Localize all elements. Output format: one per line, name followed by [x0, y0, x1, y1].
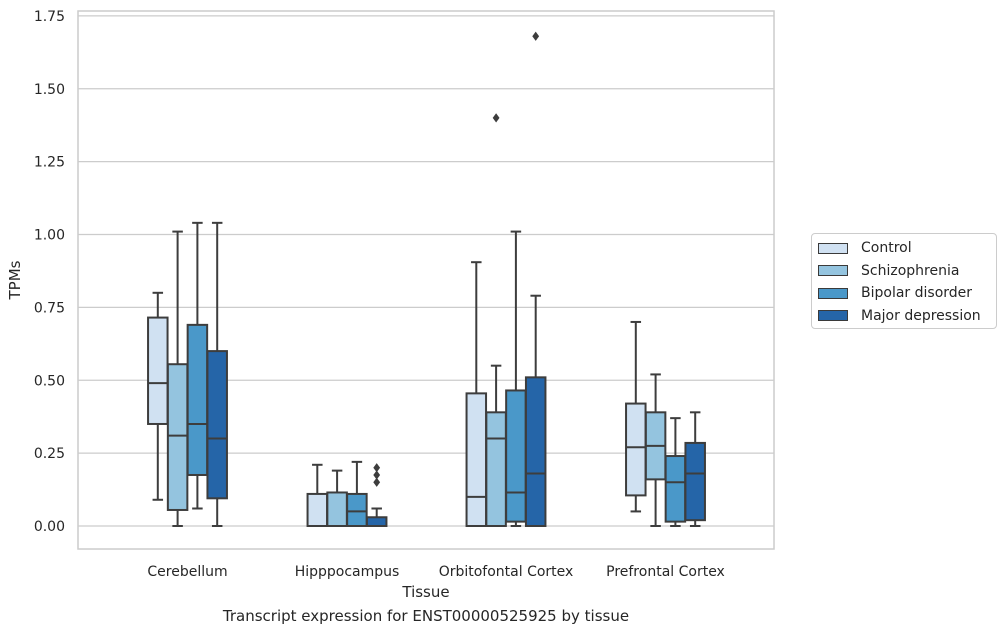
legend-swatch	[818, 242, 848, 254]
box-control	[625, 320, 647, 513]
box-iqr	[664, 455, 687, 523]
outlier-marker	[373, 463, 381, 473]
x-axis-title: Tissue	[401, 583, 449, 601]
box-iqr	[524, 376, 547, 527]
box-iqr	[465, 392, 488, 527]
legend-label: Control	[861, 240, 912, 257]
chart-caption: Transcript expression for ENST0000052592…	[222, 607, 630, 625]
y-tick-label: 1.75	[34, 9, 65, 25]
legend-swatch	[818, 310, 848, 322]
box-control	[465, 261, 488, 527]
box-schizophrenia	[485, 113, 507, 527]
box-control	[147, 291, 169, 501]
y-tick-label: 0.25	[34, 446, 65, 462]
box-control	[306, 463, 329, 527]
box-schizophrenia	[326, 469, 348, 528]
outlier-marker	[492, 113, 500, 123]
y-tick-label: 0.50	[34, 373, 65, 389]
box-iqr	[365, 516, 388, 528]
outlier-marker	[373, 470, 381, 480]
x-tick-label: Cerebellum	[147, 564, 227, 580]
box-iqr	[166, 363, 189, 511]
plot-frame	[77, 10, 775, 550]
box-iqr	[147, 316, 169, 425]
box-bipolar-disorder	[505, 230, 527, 527]
outlier-marker	[532, 31, 540, 41]
y-axis-title: TPMs	[6, 260, 24, 300]
boxes	[147, 31, 706, 528]
y-tick-label: 0.75	[34, 300, 65, 316]
box-bipolar-disorder	[186, 221, 209, 510]
box-iqr	[505, 389, 527, 523]
box-iqr	[186, 323, 209, 476]
x-tick-label: Orbitofontal Cortex	[439, 564, 574, 580]
box-iqr	[306, 492, 329, 527]
box-iqr	[485, 411, 507, 527]
legend-item: Bipolar disorder	[818, 282, 996, 305]
x-tick-label: Hipppocampus	[295, 564, 400, 580]
legend-swatch	[818, 265, 848, 277]
outlier-marker	[373, 477, 381, 487]
box-major-depression	[365, 463, 388, 528]
legend-label: Major depression	[861, 307, 981, 324]
tick-labels: 0.00 0.25 0.50 0.75 1.00 1.25 1.50 1.75 Cerebell…	[34, 9, 725, 580]
box-major-depression	[524, 31, 547, 527]
legend-label: Schizophrenia	[861, 262, 960, 279]
y-tick-label: 1.00	[34, 228, 65, 244]
box-major-depression	[684, 411, 706, 527]
x-tick-label: Prefrontal Cortex	[606, 564, 725, 580]
legend-item: Control	[818, 237, 996, 260]
legend-label: Bipolar disorder	[861, 285, 973, 302]
box-iqr	[346, 492, 368, 527]
legend: Control Schizophrenia Bipolar disorder Majo…	[811, 233, 997, 329]
box-iqr	[326, 491, 348, 528]
box-bipolar-disorder	[664, 417, 687, 527]
box-schizophrenia	[644, 373, 667, 527]
legend-swatch	[818, 287, 848, 299]
box-iqr	[625, 402, 647, 497]
box-iqr	[206, 350, 228, 500]
box-schizophrenia	[166, 230, 189, 527]
y-tick-label: 0.00	[34, 519, 65, 535]
box-iqr	[684, 441, 706, 522]
legend-item: Schizophrenia	[818, 260, 996, 283]
y-tick-label: 1.50	[34, 82, 65, 98]
y-tick-label: 1.25	[34, 155, 65, 171]
legend-item: Major depression	[818, 305, 996, 328]
box-major-depression	[206, 221, 228, 527]
box-bipolar-disorder	[346, 460, 368, 527]
